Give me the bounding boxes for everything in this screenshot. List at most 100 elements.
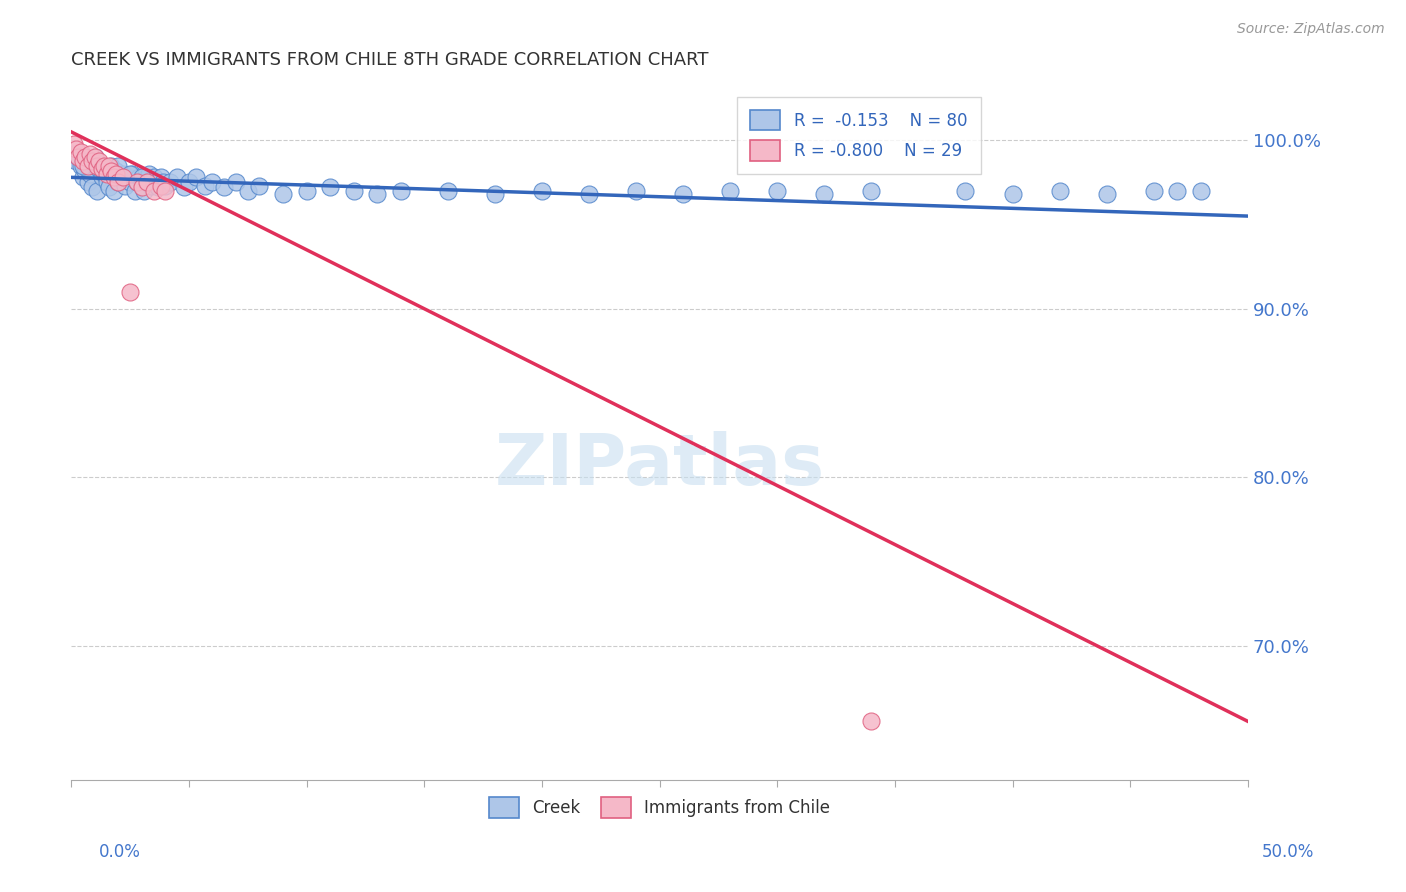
Point <box>1095 187 1118 202</box>
Point <box>76 175 98 189</box>
Point <box>624 184 647 198</box>
Point <box>121 167 143 181</box>
Point <box>1049 184 1071 198</box>
Point <box>145 175 167 189</box>
Point <box>69 159 91 173</box>
Point <box>93 159 115 173</box>
Point <box>131 180 153 194</box>
Point <box>149 178 172 193</box>
Point <box>184 170 207 185</box>
Point <box>201 175 224 189</box>
Point <box>142 170 165 185</box>
Point <box>149 170 172 185</box>
Point <box>82 180 104 194</box>
Point <box>860 714 883 729</box>
Text: CREEK VS IMMIGRANTS FROM CHILE 8TH GRADE CORRELATION CHART: CREEK VS IMMIGRANTS FROM CHILE 8TH GRADE… <box>72 51 709 69</box>
Point <box>389 184 412 198</box>
Point <box>128 170 150 185</box>
Point <box>578 187 600 202</box>
Point <box>82 153 104 168</box>
Point <box>62 136 84 151</box>
Point <box>120 285 142 299</box>
Point <box>813 187 835 202</box>
Point <box>120 167 142 181</box>
Point <box>72 170 94 185</box>
Point <box>89 161 111 176</box>
Point <box>86 159 108 173</box>
Point <box>97 159 120 173</box>
Point <box>76 159 98 173</box>
Point <box>271 187 294 202</box>
Point <box>93 167 115 181</box>
Point <box>718 184 741 198</box>
Point <box>166 170 188 185</box>
Point <box>142 184 165 198</box>
Point <box>766 184 789 198</box>
Point <box>152 175 174 189</box>
Text: 0.0%: 0.0% <box>98 843 141 861</box>
Point <box>110 170 132 185</box>
Text: Source: ZipAtlas.com: Source: ZipAtlas.com <box>1237 22 1385 37</box>
Point <box>955 184 977 198</box>
Point <box>83 150 105 164</box>
Point <box>1143 184 1166 198</box>
Text: ZIPatlas: ZIPatlas <box>495 431 824 500</box>
Point <box>100 163 122 178</box>
Point <box>127 175 149 189</box>
Point <box>177 175 200 189</box>
Point <box>148 180 170 194</box>
Point <box>86 184 108 198</box>
Point <box>134 184 156 198</box>
Point <box>319 180 342 194</box>
Point <box>103 170 125 185</box>
Point <box>120 175 142 189</box>
Point <box>173 180 195 194</box>
Point <box>100 159 122 173</box>
Point <box>131 170 153 185</box>
Point <box>72 159 94 173</box>
Point <box>155 184 177 198</box>
Point <box>860 184 883 198</box>
Point <box>225 175 247 189</box>
Point <box>141 178 163 193</box>
Point <box>79 146 101 161</box>
Point <box>89 153 111 168</box>
Point <box>67 150 90 164</box>
Point <box>1189 184 1212 198</box>
Point <box>212 180 235 194</box>
Point <box>96 167 118 181</box>
Point <box>107 175 129 189</box>
Point <box>295 184 318 198</box>
Y-axis label: 8th Grade: 8th Grade <box>0 396 7 466</box>
Point <box>65 153 87 168</box>
Point <box>127 175 149 189</box>
Point <box>65 142 87 156</box>
Point <box>79 167 101 181</box>
Point <box>1166 184 1188 198</box>
Point <box>103 184 125 198</box>
Point <box>104 163 127 178</box>
Point <box>159 175 181 189</box>
Point <box>236 184 259 198</box>
Point <box>75 163 97 178</box>
Point <box>72 153 94 168</box>
Point <box>111 167 134 181</box>
Point <box>530 184 553 198</box>
Point <box>114 178 136 193</box>
Point <box>107 175 129 189</box>
Point <box>75 150 97 164</box>
Point <box>194 178 217 193</box>
Point <box>111 170 134 185</box>
Point <box>117 170 139 185</box>
Point <box>90 161 112 176</box>
Point <box>83 159 105 173</box>
Point <box>69 145 91 159</box>
Point <box>90 170 112 185</box>
Point <box>67 150 90 164</box>
Text: 50.0%: 50.0% <box>1263 843 1315 861</box>
Point <box>104 167 127 181</box>
Point <box>124 184 146 198</box>
Point <box>1001 187 1024 202</box>
Point <box>249 178 271 193</box>
Point <box>155 178 177 193</box>
